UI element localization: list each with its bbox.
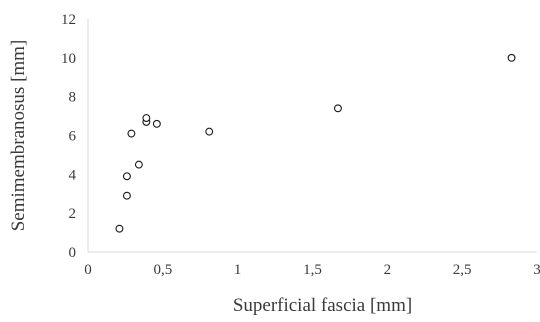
y-tick-label: 6 bbox=[69, 129, 77, 145]
axes bbox=[87, 19, 537, 253]
x-tick-label: 2,5 bbox=[453, 262, 472, 278]
y-tick-label: 4 bbox=[69, 167, 77, 183]
x-tick-label: 3 bbox=[533, 262, 540, 278]
data-point bbox=[507, 53, 516, 62]
x-tick-label: 0 bbox=[84, 262, 92, 278]
data-point bbox=[205, 127, 214, 136]
data-point bbox=[333, 104, 342, 113]
y-tick-label: 2 bbox=[69, 206, 77, 222]
data-point bbox=[122, 172, 131, 181]
x-tick-label: 1,5 bbox=[303, 262, 322, 278]
y-tick-label: 10 bbox=[61, 51, 76, 67]
y-tick-label: 12 bbox=[61, 12, 76, 28]
x-tick-label: 1 bbox=[234, 262, 242, 278]
data-point bbox=[142, 114, 151, 122]
data-point bbox=[134, 160, 143, 169]
data-point bbox=[122, 191, 131, 200]
x-tick-label: 2 bbox=[384, 262, 392, 278]
y-tick-label: 0 bbox=[69, 245, 77, 261]
data-point bbox=[152, 119, 161, 128]
y-tick-label: 8 bbox=[69, 90, 77, 106]
data-points bbox=[115, 53, 516, 233]
x-axis-title: Superficial fascia [mm] bbox=[233, 295, 412, 316]
tick-labels: 0 0,5 1 1,5 2 2,5 3 0 2 4 6 8 10 12 bbox=[61, 12, 540, 278]
y-axis-title: Semimembranosus [mm] bbox=[8, 40, 29, 232]
x-tick-label: 0,5 bbox=[153, 262, 172, 278]
data-point bbox=[127, 129, 136, 138]
data-point bbox=[115, 224, 124, 233]
